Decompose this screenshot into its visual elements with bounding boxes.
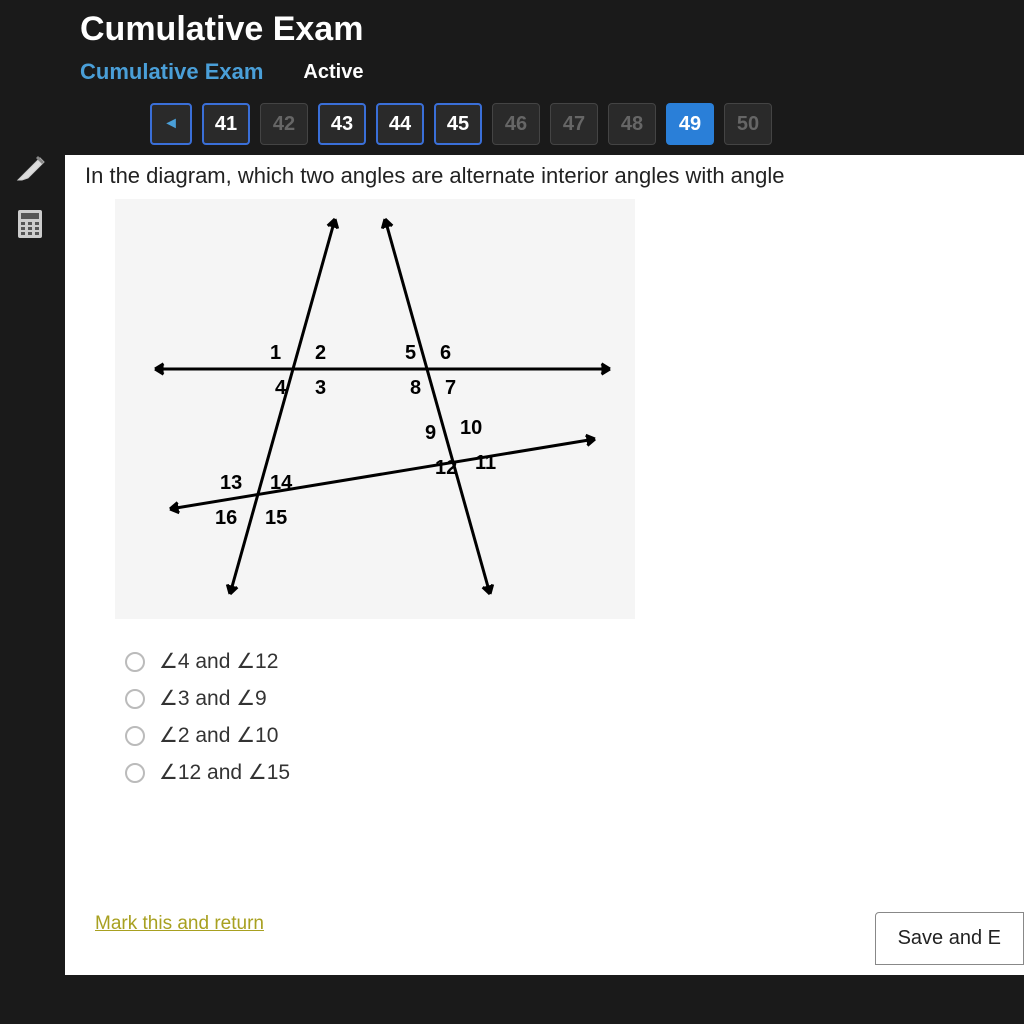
svg-text:2: 2	[315, 342, 326, 364]
nav-question-46[interactable]: 46	[492, 103, 540, 145]
svg-text:15: 15	[265, 507, 287, 529]
calculator-icon[interactable]	[12, 206, 48, 242]
svg-text:8: 8	[410, 377, 421, 399]
svg-text:4: 4	[275, 377, 287, 399]
exam-name: Cumulative Exam	[80, 59, 263, 85]
option-text: ∠3 and ∠9	[159, 686, 267, 711]
nav-question-49[interactable]: 49	[666, 103, 714, 145]
answer-options: ∠4 and ∠12 ∠3 and ∠9 ∠2 and ∠10 ∠12 and ∠15	[125, 649, 1024, 785]
question-nav: ◄ 41424344454647484950	[150, 103, 944, 145]
mark-return-link[interactable]: Mark this and return	[95, 913, 264, 935]
svg-text:14: 14	[270, 472, 293, 494]
svg-text:16: 16	[215, 507, 237, 529]
svg-text:6: 6	[440, 342, 451, 364]
save-exit-button[interactable]: Save and E	[875, 912, 1024, 965]
question-text: In the diagram, which two angles are alt…	[85, 163, 1024, 189]
nav-question-43[interactable]: 43	[318, 103, 366, 145]
svg-text:11: 11	[475, 452, 496, 474]
angle-diagram: 12435687910121113141615	[115, 199, 635, 619]
svg-text:13: 13	[220, 472, 242, 494]
nav-question-45[interactable]: 45	[434, 103, 482, 145]
svg-text:7: 7	[445, 377, 456, 399]
exam-header: Cumulative Exam Cumulative Exam Active ◄…	[0, 0, 1024, 145]
nav-question-44[interactable]: 44	[376, 103, 424, 145]
svg-text:12: 12	[435, 457, 457, 479]
page-title: Cumulative Exam	[80, 10, 944, 49]
answer-option-3[interactable]: ∠2 and ∠10	[125, 723, 1024, 748]
svg-text:5: 5	[405, 342, 416, 364]
svg-text:9: 9	[425, 422, 436, 444]
highlighter-icon[interactable]	[12, 150, 48, 186]
svg-text:3: 3	[315, 377, 326, 399]
exam-status: Active	[303, 61, 363, 84]
svg-text:10: 10	[460, 417, 482, 439]
nav-question-41[interactable]: 41	[202, 103, 250, 145]
radio-icon	[125, 652, 145, 672]
radio-icon	[125, 726, 145, 746]
option-text: ∠2 and ∠10	[159, 723, 278, 748]
radio-icon	[125, 763, 145, 783]
option-text: ∠4 and ∠12	[159, 649, 278, 674]
svg-text:1: 1	[270, 342, 281, 364]
subtitle-row: Cumulative Exam Active	[80, 59, 944, 85]
nav-question-48[interactable]: 48	[608, 103, 656, 145]
radio-icon	[125, 689, 145, 709]
answer-option-4[interactable]: ∠12 and ∠15	[125, 760, 1024, 785]
tool-sidebar	[0, 140, 60, 242]
nav-question-50[interactable]: 50	[724, 103, 772, 145]
answer-option-2[interactable]: ∠3 and ∠9	[125, 686, 1024, 711]
content-area: In the diagram, which two angles are alt…	[65, 155, 1024, 975]
option-text: ∠12 and ∠15	[159, 760, 290, 785]
nav-prev-button[interactable]: ◄	[150, 103, 192, 145]
answer-option-1[interactable]: ∠4 and ∠12	[125, 649, 1024, 674]
nav-question-47[interactable]: 47	[550, 103, 598, 145]
nav-question-42[interactable]: 42	[260, 103, 308, 145]
